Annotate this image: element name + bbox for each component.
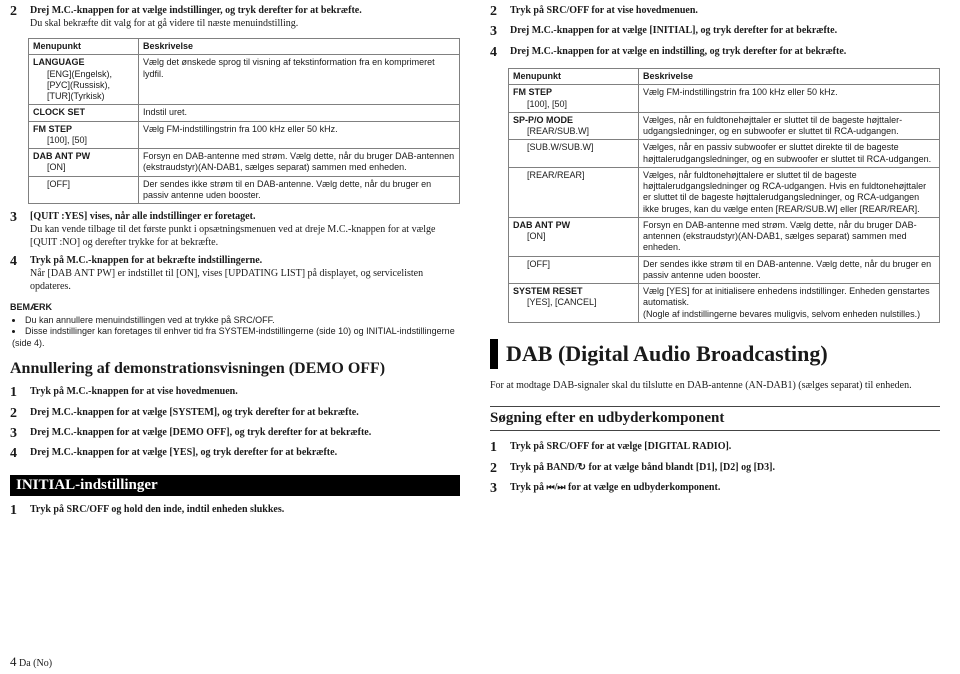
td: [REAR/REAR] bbox=[509, 167, 639, 217]
initial-step-1: 1 Tryk på SRC/OFF og hold den inde, indt… bbox=[10, 503, 460, 518]
note-item: Disse indstillinger kan foretages til en… bbox=[12, 326, 460, 349]
th-menupunkt: Menupunkt bbox=[29, 39, 139, 55]
demo-step-2: 2 Drej M.C.-knappen for at vælge [SYSTEM… bbox=[10, 406, 460, 421]
th-beskrivelse: Beskrivelse bbox=[639, 69, 940, 85]
td-fmstep: FM STEP[100], [50] bbox=[29, 121, 139, 149]
page-footer: 4 Da (No) bbox=[10, 648, 460, 670]
td-fmstep-desc: Vælg FM-indstillingstrin fra 100 kHz ell… bbox=[139, 121, 460, 149]
td: DAB ANT PW[ON] bbox=[509, 217, 639, 256]
left-column: 2 Drej M.C.-knappen for at vælge indstil… bbox=[0, 0, 470, 674]
demo-off-heading: Annullering af demonstrationsvisningen (… bbox=[10, 360, 460, 378]
section-bar-icon bbox=[490, 339, 498, 369]
step3-sub: Du kan vende tilbage til det første punk… bbox=[30, 224, 435, 248]
dab-heading: DAB (Digital Audio Broadcasting) bbox=[506, 341, 828, 367]
step-number: 4 bbox=[10, 254, 24, 293]
td-dab-off: [OFF] bbox=[29, 176, 139, 204]
search-component-heading: Søgning efter en udbyderkomponent bbox=[490, 406, 940, 431]
sub-step-2: 2 Tryk på BAND/ for at vælge bånd blandt… bbox=[490, 461, 940, 476]
step-2: 2 Drej M.C.-knappen for at vælge indstil… bbox=[10, 4, 460, 30]
next-icon bbox=[557, 482, 565, 493]
step3-title: [QUIT :YES] vises, når alle indstillinge… bbox=[30, 211, 255, 222]
step2-sub: Du skal bekræfte dit valg for at gå vide… bbox=[30, 18, 298, 29]
td: Forsyn en DAB-antenne med strøm. Vælg de… bbox=[639, 217, 940, 256]
th-beskrivelse: Beskrivelse bbox=[139, 39, 460, 55]
dab-intro: For at modtage DAB-signaler skal du tils… bbox=[490, 379, 940, 393]
right-step-3: 3 Drej M.C.-knappen for at vælge [INITIA… bbox=[490, 24, 940, 39]
td-language-desc: Vælg det ønskede sprog til visning af te… bbox=[139, 55, 460, 105]
td: Vælg FM-indstillingstrin fra 100 kHz ell… bbox=[639, 85, 940, 113]
td: FM STEP[100], [50] bbox=[509, 85, 639, 113]
initial-heading: INITIAL-indstillinger bbox=[10, 475, 460, 496]
note-heading: BEMÆRK bbox=[10, 302, 460, 312]
td: SYSTEM RESET[YES], [CANCEL] bbox=[509, 284, 639, 323]
right-column: 2 Tryk på SRC/OFF for at vise hovedmenue… bbox=[470, 0, 950, 674]
right-step-4: 4 Drej M.C.-knappen for at vælge en inds… bbox=[490, 45, 940, 60]
sub-step-3: 3 Tryk på / for at vælge en udbyderkompo… bbox=[490, 481, 940, 496]
td-clock: CLOCK SET bbox=[29, 105, 139, 121]
initial-heading-bar: INITIAL-indstillinger bbox=[10, 475, 460, 496]
prev-icon bbox=[547, 482, 555, 493]
td-dab-on: DAB ANT PW[ON] bbox=[29, 149, 139, 177]
note-item: Du kan annullere menuindstillingen ved a… bbox=[12, 315, 460, 326]
note-list: Du kan annullere menuindstillingen ved a… bbox=[12, 315, 460, 349]
td: Vælg [YES] for at initialisere enhedens … bbox=[639, 284, 940, 323]
td-dab-off-desc: Der sendes ikke strøm til en DAB-antenne… bbox=[139, 176, 460, 204]
right-step-2: 2 Tryk på SRC/OFF for at vise hovedmenue… bbox=[490, 4, 940, 19]
td: Vælges, når en fuldtonehøjttaler er slut… bbox=[639, 112, 940, 140]
dab-heading-row: DAB (Digital Audio Broadcasting) bbox=[490, 339, 940, 369]
td-dab-on-desc: Forsyn en DAB-antenne med strøm. Vælg de… bbox=[139, 149, 460, 177]
demo-step-4: 4 Drej M.C.-knappen for at vælge [YES], … bbox=[10, 446, 460, 461]
td: Der sendes ikke strøm til en DAB-antenne… bbox=[639, 256, 940, 284]
td-clock-desc: Indstil uret. bbox=[139, 105, 460, 121]
step-number: 2 bbox=[10, 4, 24, 30]
demo-step-3: 3 Drej M.C.-knappen for at vælge [DEMO O… bbox=[10, 426, 460, 441]
td: [SUB.W/SUB.W] bbox=[509, 140, 639, 168]
repeat-icon bbox=[578, 462, 586, 473]
td: Vælges, når fuldtonehøjttalere er slutte… bbox=[639, 167, 940, 217]
demo-step-1: 1 Tryk på M.C.-knappen for at vise hoved… bbox=[10, 385, 460, 400]
td-language: LANGUAGE[ENG](Engelsk), [РУС](Russisk), … bbox=[29, 55, 139, 105]
settings-table-1: Menupunkt Beskrivelse LANGUAGE[ENG](Enge… bbox=[28, 38, 460, 204]
td: SP-P/O MODE[REAR/SUB.W] bbox=[509, 112, 639, 140]
page-number: 4 bbox=[10, 654, 17, 669]
settings-table-2: Menupunkt Beskrivelse FM STEP[100], [50]… bbox=[508, 68, 940, 323]
step-3: 3 [QUIT :YES] vises, når alle indstillin… bbox=[10, 210, 460, 249]
td: Vælges, når en passiv subwoofer er slutt… bbox=[639, 140, 940, 168]
th-menupunkt: Menupunkt bbox=[509, 69, 639, 85]
step4-title: Tryk på M.C.-knappen for at bekræfte ind… bbox=[30, 255, 262, 266]
td: [OFF] bbox=[509, 256, 639, 284]
step2-title: Drej M.C.-knappen for at vælge indstilli… bbox=[30, 5, 362, 16]
step-4: 4 Tryk på M.C.-knappen for at bekræfte i… bbox=[10, 254, 460, 293]
step4-sub: Når [DAB ANT PW] er indstillet til [ON],… bbox=[30, 268, 423, 292]
page-lang: Da (No) bbox=[19, 658, 52, 669]
sub-step-1: 1 Tryk på SRC/OFF for at vælge [DIGITAL … bbox=[490, 440, 940, 455]
step-number: 3 bbox=[10, 210, 24, 249]
